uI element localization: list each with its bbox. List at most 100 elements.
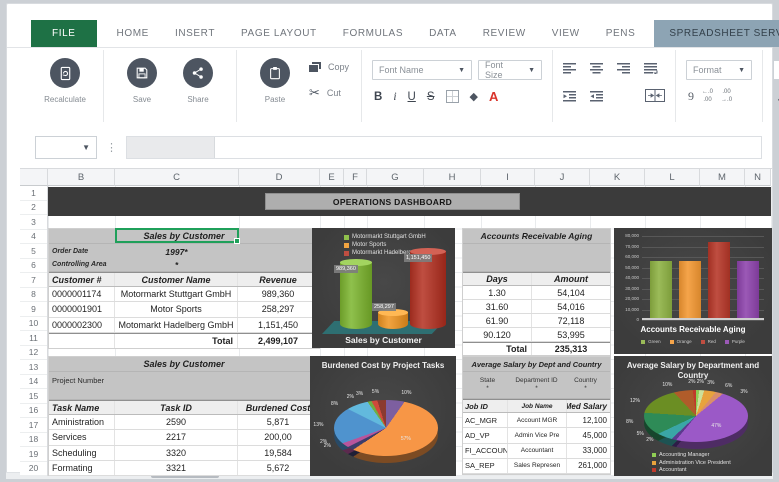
cell[interactable]: 3321 [115, 460, 238, 475]
column-header[interactable]: M [700, 169, 745, 186]
row-header[interactable]: 11 [20, 331, 47, 346]
column-header-cell[interactable]: Job ID [463, 400, 508, 412]
bold-button[interactable]: B [374, 90, 383, 103]
table-row[interactable]: FI_ACCOUN Accountant 33,000 [463, 443, 610, 459]
sales-by-customer-chart[interactable]: Motormarkt Stuttgart GmbH Motor Sports Mot… [312, 228, 455, 348]
table-title[interactable]: Sales by Customer [49, 357, 319, 372]
decrease-indent-icon[interactable] [563, 89, 577, 107]
column-header[interactable]: D [239, 169, 320, 186]
row-header[interactable]: 16 [20, 404, 47, 418]
table-row[interactable]: Formating 3321 5,672 [49, 460, 319, 476]
cell[interactable]: 2590 [115, 415, 238, 430]
filter-row[interactable]: Order Date 1997* [49, 245, 319, 258]
column-header[interactable]: L [645, 169, 700, 186]
cell[interactable]: Sales Represen [508, 458, 567, 473]
recalculate-button[interactable]: Recalculate [37, 54, 93, 104]
cell[interactable]: 3320 [115, 445, 238, 460]
conditional-formats-button[interactable]: Conditional Formats [773, 60, 779, 80]
cell[interactable]: 0000001174 [49, 287, 115, 302]
cell[interactable]: 53,995 [557, 329, 585, 340]
row-header[interactable]: 14 [20, 375, 47, 389]
column-header-cell[interactable]: Revenue [259, 274, 297, 285]
align-right-icon[interactable] [617, 61, 631, 79]
table-row[interactable]: 90.120 53,995 [463, 328, 610, 342]
table-row[interactable]: 0000001174 Motormarkt Stuttgart GmbH 989,3… [49, 287, 319, 303]
ribbon-tab[interactable]: DATA [429, 28, 457, 39]
total-row[interactable]: Total 235,313 [463, 342, 610, 355]
cut-button[interactable]: ✂ Cut [309, 85, 349, 101]
column-header-cell[interactable]: Amount [554, 274, 588, 284]
ribbon-tab[interactable]: HOME [116, 28, 149, 39]
table-row[interactable]: AD_VP Admin Vice Pre 45,000 [463, 428, 610, 444]
select-all-corner[interactable] [20, 169, 48, 186]
row-header[interactable]: 7 [20, 273, 47, 288]
cell[interactable]: Scheduling [49, 445, 115, 460]
table-row[interactable]: Services 2217 200,00 [49, 430, 319, 446]
cell[interactable]: Aministration [49, 415, 115, 430]
column-header-cell[interactable]: Burdened Cost [245, 402, 311, 413]
cell[interactable]: 33,000 [582, 446, 607, 456]
number-style-button[interactable]: 9 [688, 89, 695, 104]
sheet-body[interactable]: 1 2 3 4 5 6 7 8 9 10 11 12 13 14 15 16 17 18 19 20 OPERATIO… [20, 186, 772, 476]
table-title[interactable]: Accounts Receivable Aging [463, 229, 610, 244]
format-select[interactable]: Format ▼ [686, 60, 753, 80]
cell[interactable]: 1.30 [463, 286, 532, 299]
cell[interactable]: Services [49, 430, 115, 445]
filter-row[interactable]: Controlling Area * [49, 258, 319, 271]
ribbon-tab[interactable]: INSERT [174, 28, 216, 39]
cell[interactable]: 54,104 [557, 287, 585, 298]
cell[interactable]: Accountant [508, 443, 567, 458]
cell[interactable]: 45,000 [582, 430, 607, 440]
row-header[interactable]: 3 [20, 215, 47, 230]
row-header[interactable]: 10 [20, 317, 47, 331]
ribbon-tab[interactable]: SPREADSHEET SERVER [654, 20, 779, 47]
table-filters[interactable]: Project Number [49, 372, 319, 400]
clear-formats-button[interactable]: Clear Formats [773, 89, 779, 103]
row-header[interactable]: 18 [20, 433, 47, 447]
column-header[interactable]: K [590, 169, 645, 186]
cell[interactable]: 5,672 [266, 462, 290, 473]
cell[interactable]: AC_MGR [463, 413, 508, 428]
table-row[interactable]: Scheduling 3320 19,584 [49, 445, 319, 461]
column-header-cell[interactable]: Task Name [49, 401, 115, 414]
total-row[interactable]: Total 2,499,107 [49, 332, 319, 348]
merge-cells-icon[interactable] [645, 89, 666, 107]
table-row[interactable]: 0000001901 Motor Sports 258,297 [49, 302, 319, 318]
cell[interactable]: SA_REP [463, 458, 508, 473]
row-header[interactable]: 15 [20, 389, 47, 404]
name-box[interactable]: ▼ [35, 136, 97, 159]
row-header[interactable]: 13 [20, 360, 47, 375]
column-header[interactable]: H [424, 169, 481, 186]
align-center-icon[interactable] [590, 61, 604, 79]
accounts-receivable-aging-chart[interactable]: 80,000 70,000 60,000 50,000 40,000 30,000 20,0… [614, 228, 772, 354]
row-header[interactable]: 2 [20, 201, 47, 215]
column-header-cell[interactable]: Med Salary [567, 401, 607, 411]
cell[interactable]: FI_ACCOUN [463, 443, 508, 458]
cell[interactable]: 1,151,450 [257, 319, 299, 330]
column-header[interactable]: J [535, 169, 590, 186]
cell[interactable]: Formating [49, 460, 115, 475]
filter-column[interactable]: Department ID * [512, 372, 561, 398]
ribbon-tab[interactable]: REVIEW [482, 28, 526, 39]
cell[interactable]: Motomarkt Hadelberg GmbH [115, 317, 238, 332]
row-header[interactable]: 12 [20, 346, 47, 360]
ribbon-tab[interactable]: PENS [605, 28, 636, 39]
save-button[interactable]: Save [114, 54, 170, 104]
cell[interactable]: Admin Vice Pre [508, 428, 567, 443]
column-header[interactable]: N [745, 169, 771, 186]
align-left-icon[interactable] [563, 61, 577, 79]
ribbon-tab[interactable]: VIEW [551, 28, 580, 39]
share-button[interactable]: Share [170, 54, 226, 104]
column-header[interactable]: G [367, 169, 424, 186]
column-header-cell[interactable]: Job Name [508, 400, 567, 412]
cell[interactable]: 200,00 [264, 432, 292, 443]
row-header[interactable]: 5 [20, 244, 47, 259]
increase-indent-icon[interactable] [590, 89, 604, 107]
cell[interactable]: 12,100 [582, 415, 607, 425]
underline-button[interactable]: U [407, 90, 416, 103]
table-row[interactable]: 31.60 54,016 [463, 300, 610, 314]
column-header-cell[interactable]: Days [463, 273, 532, 285]
filter-area[interactable] [463, 244, 610, 272]
column-header[interactable]: F [344, 169, 367, 186]
cell[interactable]: 0000002300 [49, 317, 115, 332]
